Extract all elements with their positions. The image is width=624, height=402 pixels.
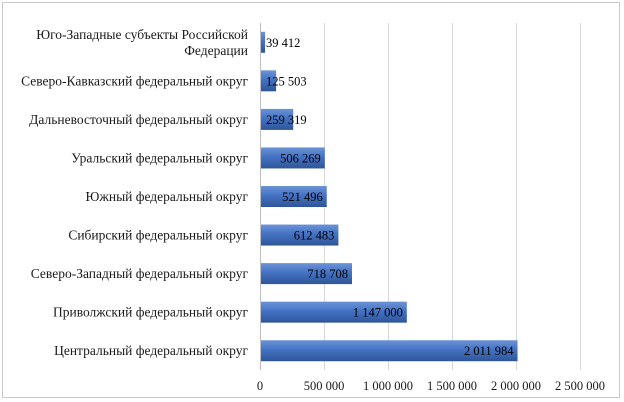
x-axis-tick-labels: 0 500 000 1 000 000 1 500 000 2 000 000 2 500… xyxy=(257,379,605,393)
category-label: Уральский федеральный округ xyxy=(71,150,248,165)
bar xyxy=(261,108,294,130)
bar xyxy=(261,340,518,362)
data-label: 521 496 xyxy=(282,190,323,204)
data-label: 259 319 xyxy=(266,113,307,127)
data-label: 506 269 xyxy=(280,151,321,165)
data-label: 125 503 xyxy=(266,74,307,88)
x-tick-label: 0 xyxy=(257,379,263,393)
x-tick-label: 1 000 000 xyxy=(363,379,413,393)
data-label: 612 483 xyxy=(294,229,335,243)
category-label: Юго-Западные субъекты Российской xyxy=(36,27,248,42)
bar xyxy=(261,301,407,323)
bar xyxy=(261,70,277,92)
value-labels: 39 412 125 503 259 319 506 269 521 496 612 48… xyxy=(266,36,514,358)
category-label: Сибирский федеральный округ xyxy=(68,228,248,243)
data-label: 718 708 xyxy=(307,267,348,281)
chart-frame: Юго-Западные субъекты Российской Федераци… xyxy=(2,2,620,398)
category-label: Северо-Западный федеральный округ xyxy=(31,266,249,281)
bar xyxy=(261,224,339,246)
bar xyxy=(261,263,352,285)
x-tick-label: 500 000 xyxy=(304,379,345,393)
bar xyxy=(261,186,327,207)
category-label: Северо-Кавказский федеральный округ xyxy=(21,73,248,88)
category-label: Федерации xyxy=(184,43,248,58)
category-label: Южный федеральный округ xyxy=(85,189,248,204)
data-label: 2 011 984 xyxy=(464,344,514,358)
horizontal-bar-chart: Юго-Западные субъекты РоссийскойФедераци… xyxy=(21,23,605,393)
bar xyxy=(261,31,266,53)
x-tick-label: 1 500 000 xyxy=(427,379,477,393)
category-labels: Юго-Западные субъекты РоссийскойФедераци… xyxy=(21,27,248,358)
x-tick-label: 2 000 000 xyxy=(491,379,541,393)
category-label: Центральный федеральный округ xyxy=(54,343,248,358)
category-label: Приволжский федеральный округ xyxy=(53,305,248,320)
bar xyxy=(261,147,325,169)
x-tick-label: 2 500 000 xyxy=(555,379,605,393)
data-label: 1 147 000 xyxy=(353,306,403,320)
bars xyxy=(261,31,518,362)
data-label: 39 412 xyxy=(266,36,300,50)
category-label: Дальневосточный федеральный округ xyxy=(29,112,248,127)
